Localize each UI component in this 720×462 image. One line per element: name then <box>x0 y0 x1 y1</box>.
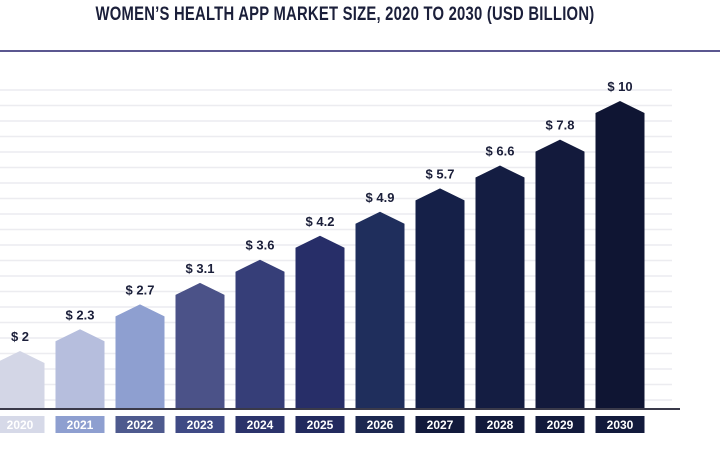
bar-2026 <box>355 211 405 408</box>
year-label-box-2022 <box>115 416 165 433</box>
title-divider <box>0 50 720 52</box>
year-label-box-2030 <box>595 416 645 433</box>
year-label-box-2026 <box>355 416 405 433</box>
bar-2020 <box>0 351 45 408</box>
year-label-box-2027 <box>415 416 465 433</box>
year-label-box-2021 <box>55 416 105 433</box>
bar-2030 <box>595 101 645 408</box>
data-label-2022: $ 2.7 <box>126 282 155 297</box>
x-tick-label-2021: 2021 <box>67 418 94 432</box>
data-label-2020: $ 2 <box>11 329 29 344</box>
bar-2021 <box>55 329 105 408</box>
year-label-box-2023 <box>175 416 225 433</box>
x-tick-label-2026: 2026 <box>367 418 394 432</box>
x-tick-label-2022: 2022 <box>127 418 154 432</box>
data-label-2027: $ 5.7 <box>426 166 455 181</box>
data-label-2030: $ 10 <box>607 79 632 94</box>
x-tick-label-2028: 2028 <box>487 418 514 432</box>
bar-2027 <box>415 188 465 408</box>
data-label-2028: $ 6.6 <box>486 144 515 159</box>
year-label-box-2028 <box>475 416 525 433</box>
bar-2023 <box>175 282 225 408</box>
bar-2028 <box>475 165 525 408</box>
x-tick-label-2029: 2029 <box>547 418 574 432</box>
x-tick-label-2023: 2023 <box>187 418 214 432</box>
x-tick-label-2030: 2030 <box>607 418 634 432</box>
bar-2022 <box>115 304 165 408</box>
year-label-box-2024 <box>235 416 285 433</box>
data-label-2021: $ 2.3 <box>66 307 95 322</box>
data-label-2025: $ 4.2 <box>306 214 335 229</box>
bar-2025 <box>295 235 345 408</box>
year-label-box-2029 <box>535 416 585 433</box>
year-label-box-2025 <box>295 416 345 433</box>
x-tick-label-2024: 2024 <box>247 418 274 432</box>
x-tick-label-2025: 2025 <box>307 418 334 432</box>
chart-title: WOMEN’S HEALTH APP MARKET SIZE, 2020 TO … <box>95 4 595 25</box>
year-label-box-2020 <box>0 416 45 433</box>
data-label-2023: $ 3.1 <box>186 261 215 276</box>
data-label-2026: $ 4.9 <box>366 190 395 205</box>
bar-2024 <box>235 259 285 408</box>
data-label-2029: $ 7.8 <box>546 118 575 133</box>
bar-2029 <box>535 139 585 409</box>
data-label-2024: $ 3.6 <box>246 238 275 253</box>
x-tick-label-2027: 2027 <box>427 418 454 432</box>
x-tick-label-2020: 2020 <box>7 418 34 432</box>
